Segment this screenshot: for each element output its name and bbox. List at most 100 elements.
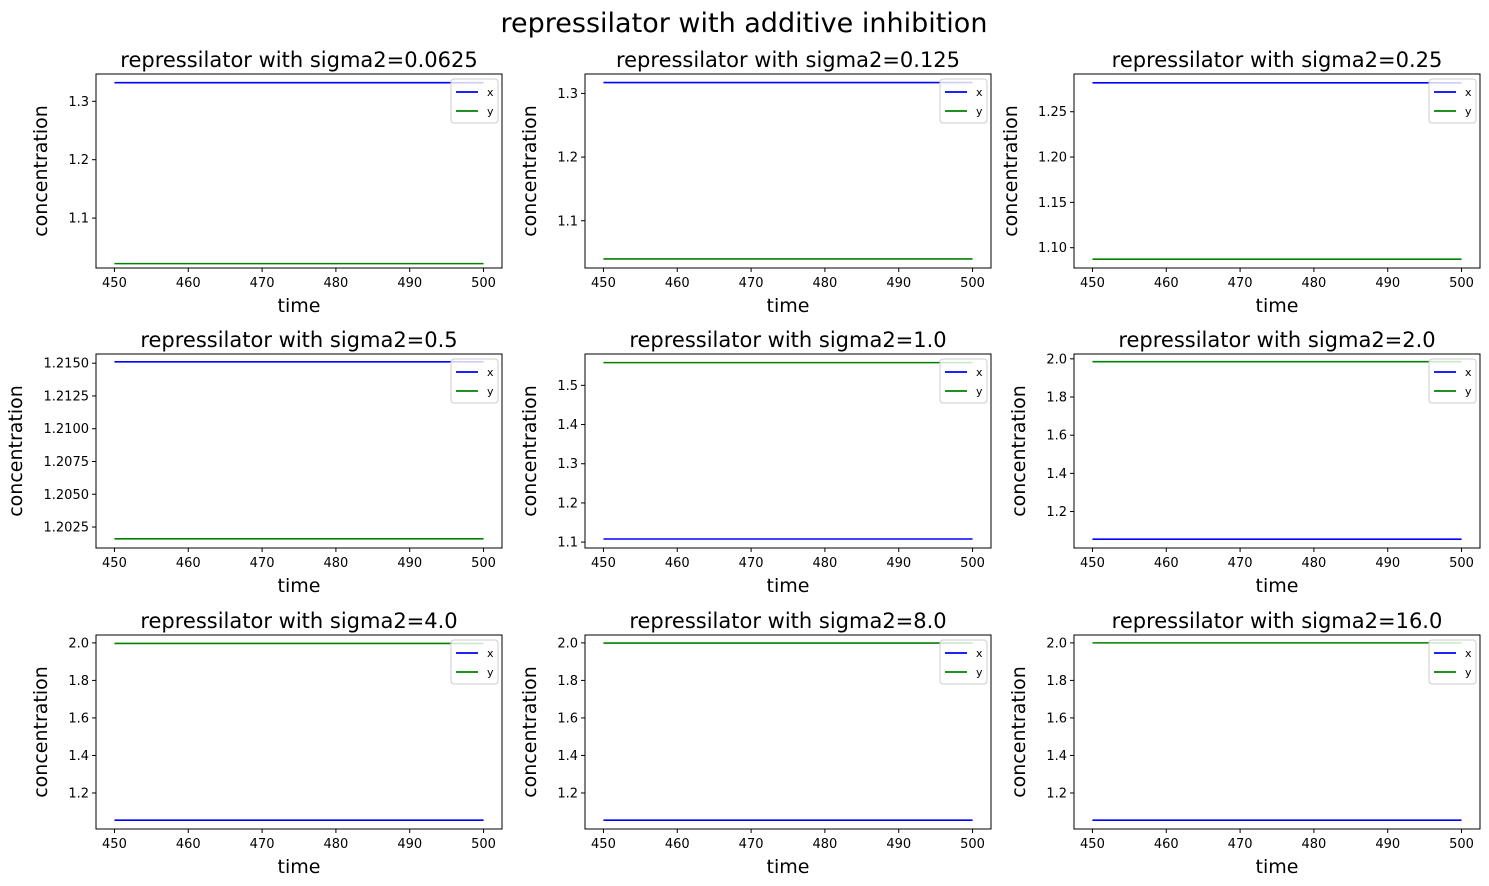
y-axis-label: concentration <box>1008 666 1030 798</box>
x-tick-label: 490 <box>886 556 911 571</box>
x-axis-label: time <box>278 575 321 597</box>
x-tick-label: 470 <box>250 276 275 291</box>
x-tick-label: 480 <box>323 837 348 852</box>
legend-label-x: x <box>976 86 983 99</box>
x-tick-label: 480 <box>323 276 348 291</box>
subplot-9: 450 460 470 480 490 500 1.2 1.4 1.6 1.8 2.0 repress… <box>1008 609 1481 878</box>
x-axis-label: time <box>767 295 810 317</box>
y-tick-label: 1.1 <box>557 536 578 551</box>
x-tick-label: 450 <box>1080 837 1105 852</box>
x-tick-label: 450 <box>591 556 616 571</box>
y-tick-label: 1.2050 <box>44 488 90 503</box>
subplot-8: 450 460 470 480 490 500 1.2 1.4 1.6 1.8 2.0 repress… <box>519 609 992 878</box>
y-tick-label: 1.20 <box>1038 151 1067 166</box>
y-tick-label: 1.4 <box>557 749 578 764</box>
x-tick-label: 470 <box>250 837 275 852</box>
subplot-1: 450 460 470 480 490 500 1.1 1.2 1.3 repressilator… <box>30 48 503 317</box>
y-tick-label: 1.2025 <box>44 521 90 536</box>
x-tick-label: 460 <box>176 556 201 571</box>
legend-box <box>939 639 988 685</box>
legend-box <box>450 639 499 685</box>
y-tick-label: 1.5 <box>557 379 578 394</box>
x-tick-label: 480 <box>1301 276 1326 291</box>
y-tick-label: 1.4 <box>557 418 578 433</box>
x-axis-label: time <box>767 575 810 597</box>
y-tick-label: 1.6 <box>1046 429 1067 444</box>
y-tick-label: 1.6 <box>1046 711 1067 726</box>
x-tick-label: 490 <box>1375 837 1400 852</box>
y-tick-label: 1.2 <box>557 786 578 801</box>
y-tick-label: 2.0 <box>68 636 89 651</box>
axes-frame <box>1073 73 1481 269</box>
legend-label-y: y <box>976 105 983 118</box>
y-tick-label: 1.2100 <box>44 422 90 437</box>
x-tick-label: 480 <box>812 837 837 852</box>
x-tick-label: 460 <box>665 837 690 852</box>
x-tick-label: 460 <box>176 837 201 852</box>
x-tick-label: 460 <box>1154 837 1179 852</box>
legend-box <box>1428 358 1477 404</box>
x-tick-label: 500 <box>471 556 496 571</box>
y-tick-label: 1.2125 <box>44 389 90 404</box>
x-tick-label: 470 <box>1228 837 1253 852</box>
y-tick-label: 1.3 <box>68 95 89 110</box>
y-tick-label: 1.8 <box>557 674 578 689</box>
x-tick-label: 460 <box>1154 276 1179 291</box>
legend: xy <box>939 639 988 685</box>
x-tick-label: 490 <box>397 556 422 571</box>
y-tick-label: 1.2 <box>68 153 89 168</box>
legend: xy <box>450 358 499 404</box>
y-tick-label: 1.8 <box>1046 674 1067 689</box>
x-tick-label: 500 <box>1449 276 1474 291</box>
subplot-6: 450 460 470 480 490 500 1.2 1.4 1.6 1.8 2.0 repress… <box>1008 328 1481 597</box>
y-tick-label: 1.2 <box>557 496 578 511</box>
x-tick-label: 500 <box>960 276 985 291</box>
subplot-5: 450 460 470 480 490 500 1.1 1.2 1.3 1.4 1.5 repress… <box>519 328 992 597</box>
x-tick-label: 500 <box>471 837 496 852</box>
legend: xy <box>1428 639 1477 685</box>
x-tick-label: 490 <box>397 276 422 291</box>
x-tick-label: 480 <box>1301 556 1326 571</box>
legend-box <box>939 78 988 124</box>
x-tick-label: 470 <box>250 556 275 571</box>
legend-label-x: x <box>1465 647 1472 660</box>
x-tick-label: 480 <box>1301 837 1326 852</box>
y-tick-label: 1.8 <box>68 674 89 689</box>
x-tick-label: 490 <box>886 837 911 852</box>
x-tick-label: 500 <box>1449 556 1474 571</box>
subplot-2: 450 460 470 480 490 500 1.1 1.2 1.3 repressilator… <box>519 48 992 317</box>
axes-frame <box>95 73 503 269</box>
x-tick-label: 500 <box>960 837 985 852</box>
y-tick-label: 1.4 <box>1046 749 1067 764</box>
x-tick-label: 470 <box>1228 556 1253 571</box>
y-tick-label: 1.3 <box>557 457 578 472</box>
x-tick-label: 450 <box>102 837 127 852</box>
y-axis-label: concentration <box>519 105 541 237</box>
subplot-title: repressilator with sigma2=2.0 <box>1118 328 1435 352</box>
x-tick-label: 460 <box>665 276 690 291</box>
y-tick-label: 1.4 <box>1046 467 1067 482</box>
legend: xy <box>450 78 499 124</box>
legend-label-y: y <box>976 666 983 679</box>
y-tick-label: 1.2 <box>1046 505 1067 520</box>
legend-label-y: y <box>1465 105 1472 118</box>
legend: xy <box>450 639 499 685</box>
subplot-title: repressilator with sigma2=0.5 <box>140 328 457 352</box>
legend-label-y: y <box>487 385 494 398</box>
legend-label-y: y <box>487 105 494 118</box>
y-axis-label: concentration <box>519 666 541 798</box>
x-axis-label: time <box>1256 575 1299 597</box>
subplot-3: 450 460 470 480 490 500 1.10 1.15 1.20 1.25 repres… <box>1000 48 1481 317</box>
legend-label-x: x <box>976 366 983 379</box>
legend-label-y: y <box>487 666 494 679</box>
subplot-title: repressilator with sigma2=4.0 <box>140 609 457 633</box>
subplot-4: 450 460 470 480 490 500 1.2025 1.2050 1.2075 1.21… <box>5 328 503 597</box>
x-axis-label: time <box>1256 856 1299 878</box>
subplot-title: repressilator with sigma2=16.0 <box>1112 609 1443 633</box>
x-tick-label: 490 <box>1375 556 1400 571</box>
y-tick-label: 1.2 <box>557 151 578 166</box>
axes-frame <box>1073 353 1481 549</box>
x-axis-label: time <box>278 295 321 317</box>
legend-box <box>450 358 499 404</box>
x-tick-label: 460 <box>176 276 201 291</box>
